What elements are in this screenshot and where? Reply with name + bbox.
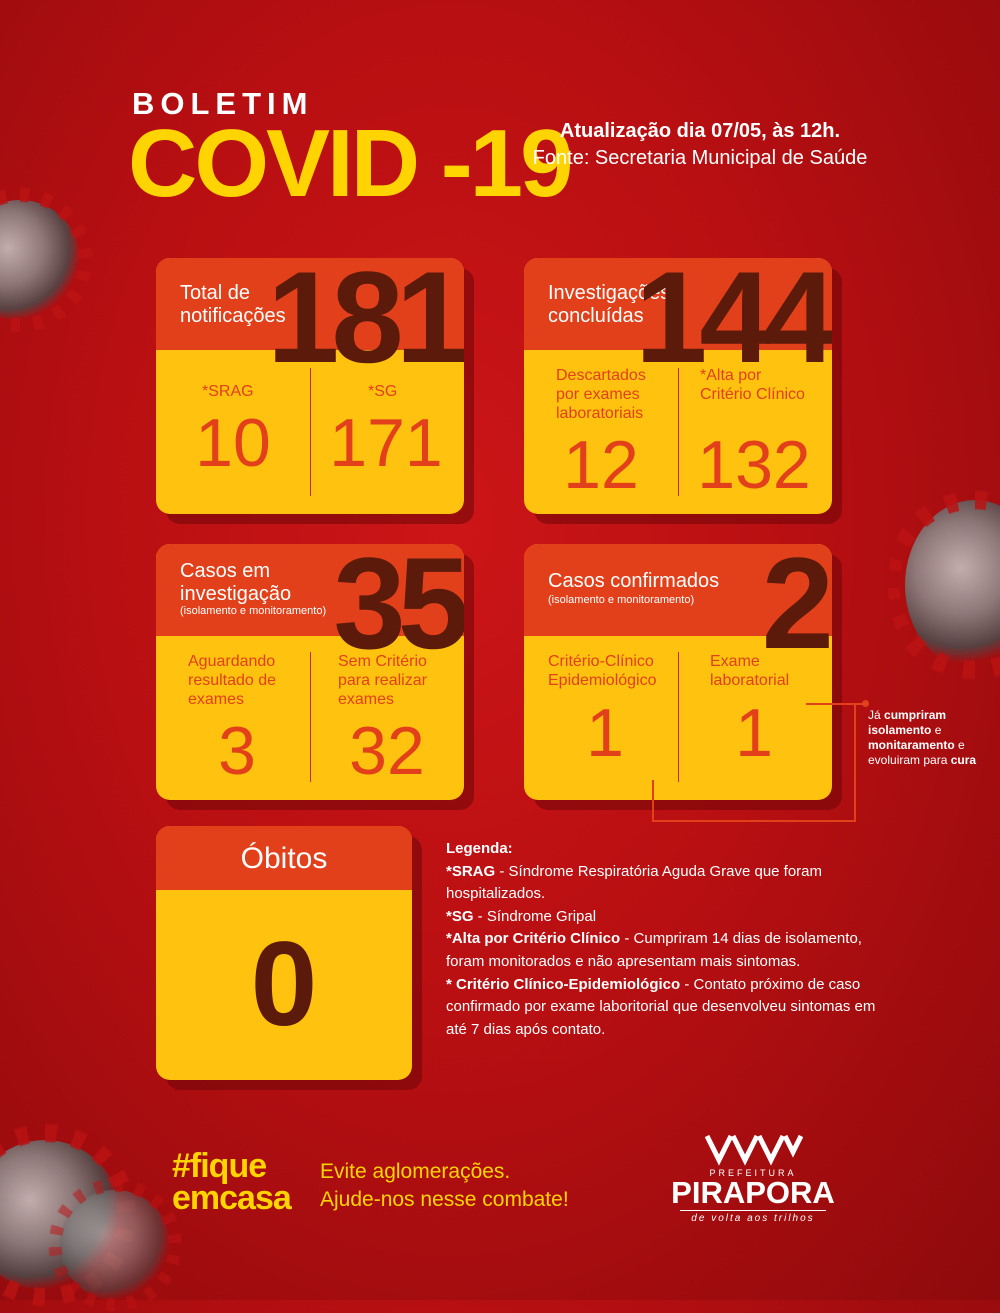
alta-value: 132 [697, 427, 811, 503]
card-title: Total de notificações [180, 282, 286, 327]
logo-mark-icon [668, 1132, 838, 1166]
srag-value: 10 [195, 405, 271, 481]
connector-line [854, 703, 856, 822]
legend-item: *Alta por Critério Clínico - Cumpriram 1… [446, 930, 862, 970]
card-title: Óbitos [240, 842, 328, 875]
sg-value: 171 [329, 405, 443, 481]
sem-criterio-value: 32 [349, 713, 425, 789]
srag-label: *SRAG [202, 383, 254, 400]
card-investigacoes-concluidas: Investigações concluídas 144 Descartados… [524, 258, 832, 514]
alta-label: *Alta por Critério Clínico [700, 367, 805, 403]
header-boletim: BOLETIM [132, 86, 314, 121]
card-subtitle: (isolamento e monitoramento) [548, 594, 695, 606]
update-source: Fonte: Secretaria Municipal de Saúde [532, 147, 868, 169]
legend: Legenda: *SRAG - Síndrome Respiratória A… [446, 838, 896, 1041]
logo-prefeitura: PREFEITURA [709, 1168, 797, 1178]
card-divider [678, 368, 679, 496]
pirapora-logo: PREFEITURA PIRAPORA de volta aos trilhos [668, 1132, 838, 1224]
card-total-notificacoes: Total de notificações 181 *SRAG 10 *SG 1… [156, 258, 464, 514]
card-total-value: 2 [761, 544, 832, 676]
card-header [524, 258, 832, 350]
aguardando-value: 3 [218, 713, 256, 789]
update-info: Atualização dia 07/05, às 12h. Fonte: Se… [500, 120, 900, 170]
card-title: Investigações concluídas [548, 282, 671, 327]
sem-criterio-label: Sem Critério para realizar exames [338, 653, 427, 708]
page-title: COVID -19 [128, 110, 573, 217]
card-total-value: 144 [635, 258, 832, 390]
descartados-value: 12 [563, 427, 639, 503]
legend-item: *SRAG - Síndrome Respiratória Aguda Grav… [446, 862, 823, 903]
logo-city: PIRAPORA [671, 1175, 835, 1210]
card-header [524, 544, 832, 636]
card-divider [310, 368, 311, 496]
card-title: Casos em investigação [180, 560, 292, 605]
virus-illustration [0, 200, 80, 320]
connector-line [806, 703, 866, 705]
cura-note: Já cumpriram isolamento e monitaramento … [868, 708, 977, 767]
legend-item: *SG - Síndrome Gripal [446, 907, 597, 925]
card-casos-confirmados: Casos confirmados (isolamento e monitora… [524, 544, 832, 800]
card-divider [678, 652, 679, 782]
card-header [156, 544, 464, 636]
criterio-clinico-value: 1 [586, 695, 624, 771]
card-total-value: 181 [267, 258, 464, 390]
connector-line [652, 780, 654, 822]
card-header [156, 826, 412, 890]
card-total-value: 35 [333, 544, 464, 676]
descartados-label: Descartados por exames laboratoriais [556, 367, 646, 422]
card-title: Casos confirmados [548, 570, 720, 592]
slogan: Evite aglomerações. Ajude-nos nesse comb… [320, 1160, 569, 1211]
exame-laboratorial-label: Exame laboratorial [710, 653, 790, 689]
card-obitos: Óbitos 0 [156, 826, 412, 1080]
legend-heading: Legenda: [446, 840, 513, 857]
card-casos-em-investigacao: Casos em investigação (isolamento e moni… [156, 544, 464, 800]
logo-tagline: de volta aos trilhos [680, 1210, 826, 1224]
criterio-clinico-label: Critério-Clínico Epidemiológico [548, 653, 657, 689]
card-subtitle: (isolamento e monitoramento) [180, 605, 327, 617]
aguardando-label: Aguardando resultado de exames [188, 653, 277, 708]
legend-item: * Critério Clínico-Epidemiológico - Cont… [446, 975, 876, 1038]
card-header [156, 258, 464, 350]
connector-line [652, 820, 856, 822]
virus-illustration [905, 500, 1000, 670]
update-date: Atualização dia 07/05, às 12h. [559, 120, 841, 142]
obitos-value: 0 [250, 917, 318, 1051]
virus-illustration [60, 1190, 170, 1300]
hashtag: #fique emcasa [172, 1147, 292, 1217]
connector-dot [862, 700, 869, 707]
sg-label: *SG [368, 383, 398, 400]
card-divider [310, 652, 311, 782]
exame-laboratorial-value: 1 [735, 695, 773, 771]
